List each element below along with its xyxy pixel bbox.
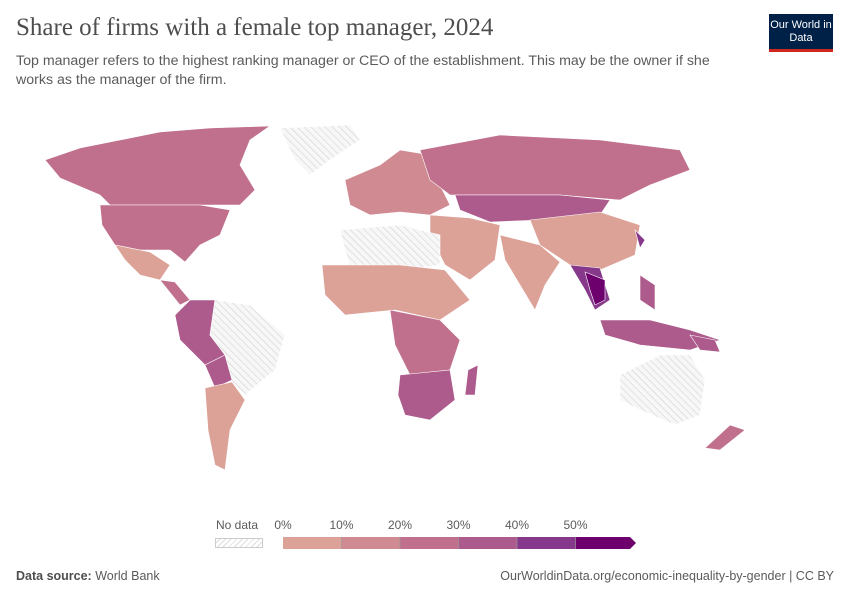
legend-bin[interactable] bbox=[575, 537, 637, 549]
legend-tick-label: 50% bbox=[563, 518, 588, 532]
region-russia[interactable] bbox=[419, 134, 691, 201]
legend-tick-label: 30% bbox=[446, 518, 471, 532]
region-greenland bbox=[279, 124, 361, 176]
region-usa[interactable] bbox=[99, 204, 231, 263]
region-central-america[interactable] bbox=[159, 279, 191, 306]
source-label: Data source: bbox=[16, 569, 92, 583]
legend-bin[interactable] bbox=[341, 537, 401, 549]
region-europe[interactable] bbox=[344, 149, 451, 216]
legend-no-data-swatch[interactable] bbox=[215, 538, 263, 548]
region-new-zealand[interactable] bbox=[704, 424, 746, 451]
footer-link[interactable]: OurWorldinData.org/economic-inequality-b… bbox=[500, 569, 834, 583]
region-china[interactable] bbox=[529, 211, 641, 271]
source-name: World Bank bbox=[95, 569, 160, 583]
legend-tick-label: 40% bbox=[504, 518, 530, 532]
region-southern-africa[interactable] bbox=[397, 369, 456, 421]
page-title: Share of firms with a female top manager… bbox=[16, 14, 494, 41]
legend-tick-label: 10% bbox=[329, 518, 354, 532]
region-philippines[interactable] bbox=[639, 274, 656, 311]
region-thailand[interactable] bbox=[584, 271, 606, 306]
data-source: Data source: World Bank bbox=[16, 569, 160, 583]
legend-bin[interactable] bbox=[283, 537, 342, 549]
region-bolivia[interactable] bbox=[204, 354, 233, 389]
region-png[interactable] bbox=[689, 334, 721, 353]
legend-bin[interactable] bbox=[458, 537, 518, 549]
legend-tick-label: 20% bbox=[387, 518, 413, 532]
region-north-africa bbox=[339, 224, 441, 271]
region-central-africa[interactable] bbox=[389, 309, 461, 376]
region-india[interactable] bbox=[499, 234, 561, 311]
legend-bin[interactable] bbox=[400, 537, 459, 549]
region-argentina-chile[interactable] bbox=[204, 381, 246, 471]
legend-no-data-label: No data bbox=[216, 518, 259, 532]
world-map[interactable] bbox=[0, 110, 850, 510]
region-madagascar[interactable] bbox=[464, 364, 479, 396]
legend-bin[interactable] bbox=[517, 537, 576, 549]
subtitle: Top manager refers to the highest rankin… bbox=[16, 53, 710, 88]
region-australia bbox=[619, 354, 706, 426]
owid-logo[interactable]: Our World in Data bbox=[769, 14, 833, 52]
legend-color-bar[interactable] bbox=[283, 537, 643, 549]
legend-tick-label: 0% bbox=[274, 518, 292, 532]
region-canada-alaska[interactable] bbox=[44, 125, 271, 206]
region-japan-korea[interactable] bbox=[634, 228, 646, 249]
